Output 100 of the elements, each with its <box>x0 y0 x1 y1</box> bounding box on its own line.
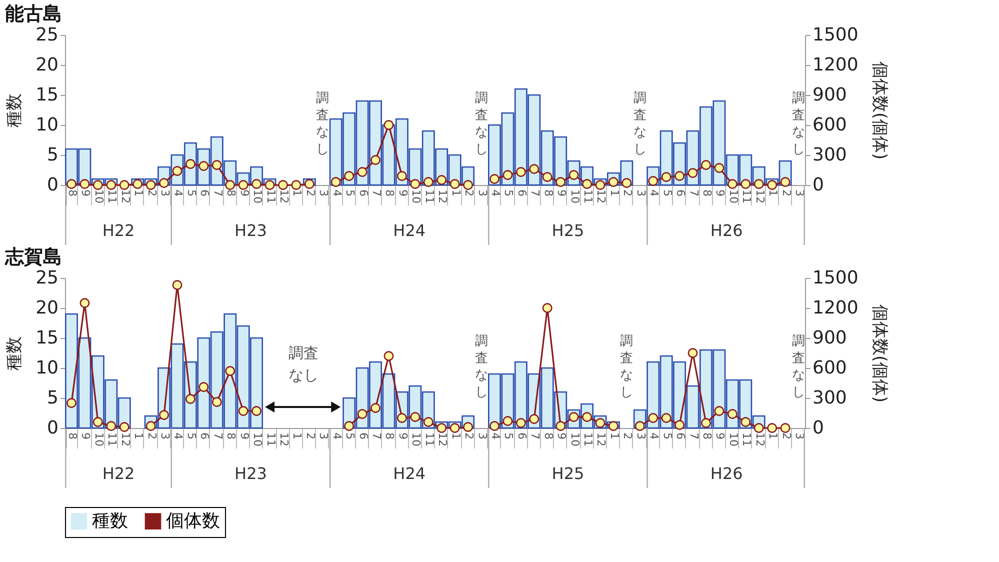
chart-title: 能古島 <box>5 3 62 25</box>
x-tick-label: 1 <box>608 432 621 440</box>
x-tick-label: 8 <box>224 190 238 196</box>
x-tick-label: 10 <box>568 190 582 204</box>
legend-label: 個体数 <box>166 510 220 532</box>
y-tick-label: 20 <box>36 298 58 318</box>
y2-axis-title: 個体数(個体) <box>869 61 890 160</box>
text: H26 <box>710 221 743 240</box>
y2-tick-label: 0 <box>812 418 824 438</box>
y2-tick-label: 900 <box>812 328 847 348</box>
x-tick-label: 9 <box>555 190 568 196</box>
x-tick-label: 4 <box>488 190 502 196</box>
x-tick-label: 10 <box>410 432 423 446</box>
text: H22 <box>102 464 135 483</box>
y-tick-label: 0 <box>47 418 58 438</box>
y2-tick-label: 1500 <box>812 268 858 288</box>
x-tick-label: 12 <box>594 432 608 446</box>
x-tick-label: 2 <box>145 432 158 440</box>
x-tick-label: 6 <box>674 190 688 196</box>
annotation: 調査なし <box>288 344 319 384</box>
x-tick-label: 7 <box>528 432 542 440</box>
x-tick-label: 6 <box>198 190 212 196</box>
x-tick-label: 11 <box>582 432 595 446</box>
x-tick-label: 4 <box>330 432 344 440</box>
legend-label: 種数 <box>92 510 128 532</box>
x-tick-label: 2 <box>304 190 317 196</box>
x-tick-label: 11 <box>740 190 754 204</box>
annotation: 調査なし <box>633 91 646 157</box>
x-tick-label: 12 <box>277 432 290 446</box>
x-tick-label: 9 <box>714 190 727 196</box>
x-tick-label: 1 <box>766 190 780 196</box>
x-tick-label: 9 <box>396 190 410 196</box>
x-tick-label: 7 <box>528 190 542 196</box>
annotation: 調査なし <box>792 91 806 157</box>
x-tick-label: 3 <box>634 432 648 440</box>
x-tick-label: 7 <box>211 190 224 196</box>
x-tick-label: 10 <box>92 432 106 446</box>
x-tick-label: 8 <box>700 432 714 440</box>
x-tick-label: 10 <box>568 432 582 446</box>
x-tick-label: 5 <box>184 432 198 440</box>
annotation: 調査なし <box>474 91 488 157</box>
x-tick-label: 3 <box>634 190 648 196</box>
x-tick-label: 8 <box>224 432 238 440</box>
x-tick-label: 5 <box>344 432 357 440</box>
x-tick-label: 4 <box>172 190 185 196</box>
x-tick-label: 8 <box>383 190 396 196</box>
x-tick-label: 10 <box>726 190 740 204</box>
x-tick-label: 9 <box>396 432 410 440</box>
chart-title: 志賀島 <box>4 246 62 268</box>
x-tick-label: 1 <box>449 190 462 196</box>
x-tick-label: 2 <box>780 432 793 440</box>
x-tick-label: 2 <box>462 432 476 440</box>
y-tick-label: 10 <box>36 358 58 378</box>
x-tick-label: 12 <box>118 432 132 446</box>
x-tick-label: 5 <box>344 190 357 196</box>
text: H26 <box>710 464 743 483</box>
x-tick-label: 2 <box>462 190 476 196</box>
x-tick-label: 12 <box>436 432 450 446</box>
x-tick-label: 11 <box>422 432 436 446</box>
x-tick-label: 12 <box>594 190 608 204</box>
y-tick-label: 15 <box>36 328 58 348</box>
x-tick-label: 10 <box>410 190 423 204</box>
x-tick-label: 6 <box>356 190 370 196</box>
y-tick-label: 5 <box>47 144 58 166</box>
annotation: 調査なし <box>792 334 806 400</box>
x-tick-label: 5 <box>660 190 674 196</box>
x-tick-label: 3 <box>317 190 330 196</box>
annotation: 調査なし <box>316 91 330 157</box>
x-tick-label: 12 <box>436 190 450 204</box>
y2-tick-label: 1200 <box>812 298 858 318</box>
x-tick-label: 1 <box>132 432 146 440</box>
y2-tick-label: 0 <box>812 174 824 196</box>
y2-tick-label: 900 <box>812 84 847 106</box>
x-tick-label: 4 <box>488 432 502 440</box>
x-tick-label: 2 <box>621 432 634 440</box>
x-tick-label: 11 <box>740 432 754 446</box>
x-tick-label: 11 <box>264 190 278 204</box>
x-tick-label: 3 <box>793 432 806 440</box>
x-tick-label: 9 <box>238 432 251 440</box>
x-tick-label: 2 <box>304 432 317 440</box>
x-tick-label: 8 <box>542 190 555 196</box>
x-tick-label: 7 <box>687 432 700 440</box>
x-tick-label: 3 <box>476 432 489 440</box>
x-tick-label: 11 <box>106 190 119 204</box>
x-tick-label: 7 <box>211 432 224 440</box>
x-tick-label: 2 <box>621 190 634 196</box>
x-tick-label: 10 <box>92 190 106 204</box>
x-tick-label: 4 <box>648 432 661 440</box>
x-tick-label: 7 <box>370 432 384 440</box>
text: H25 <box>552 221 584 240</box>
x-tick-label: 9 <box>79 190 92 196</box>
y-tick-label: 20 <box>36 54 58 76</box>
x-tick-label: 9 <box>714 432 727 440</box>
y2-tick-label: 300 <box>812 388 847 408</box>
x-tick-label: 4 <box>330 190 344 196</box>
x-tick-label: 5 <box>502 190 516 196</box>
x-tick-label: 1 <box>449 432 462 440</box>
x-tick-label: 6 <box>356 432 370 440</box>
y-axis-title: 種数 <box>4 94 25 128</box>
annotation: 調査なし <box>474 334 488 400</box>
